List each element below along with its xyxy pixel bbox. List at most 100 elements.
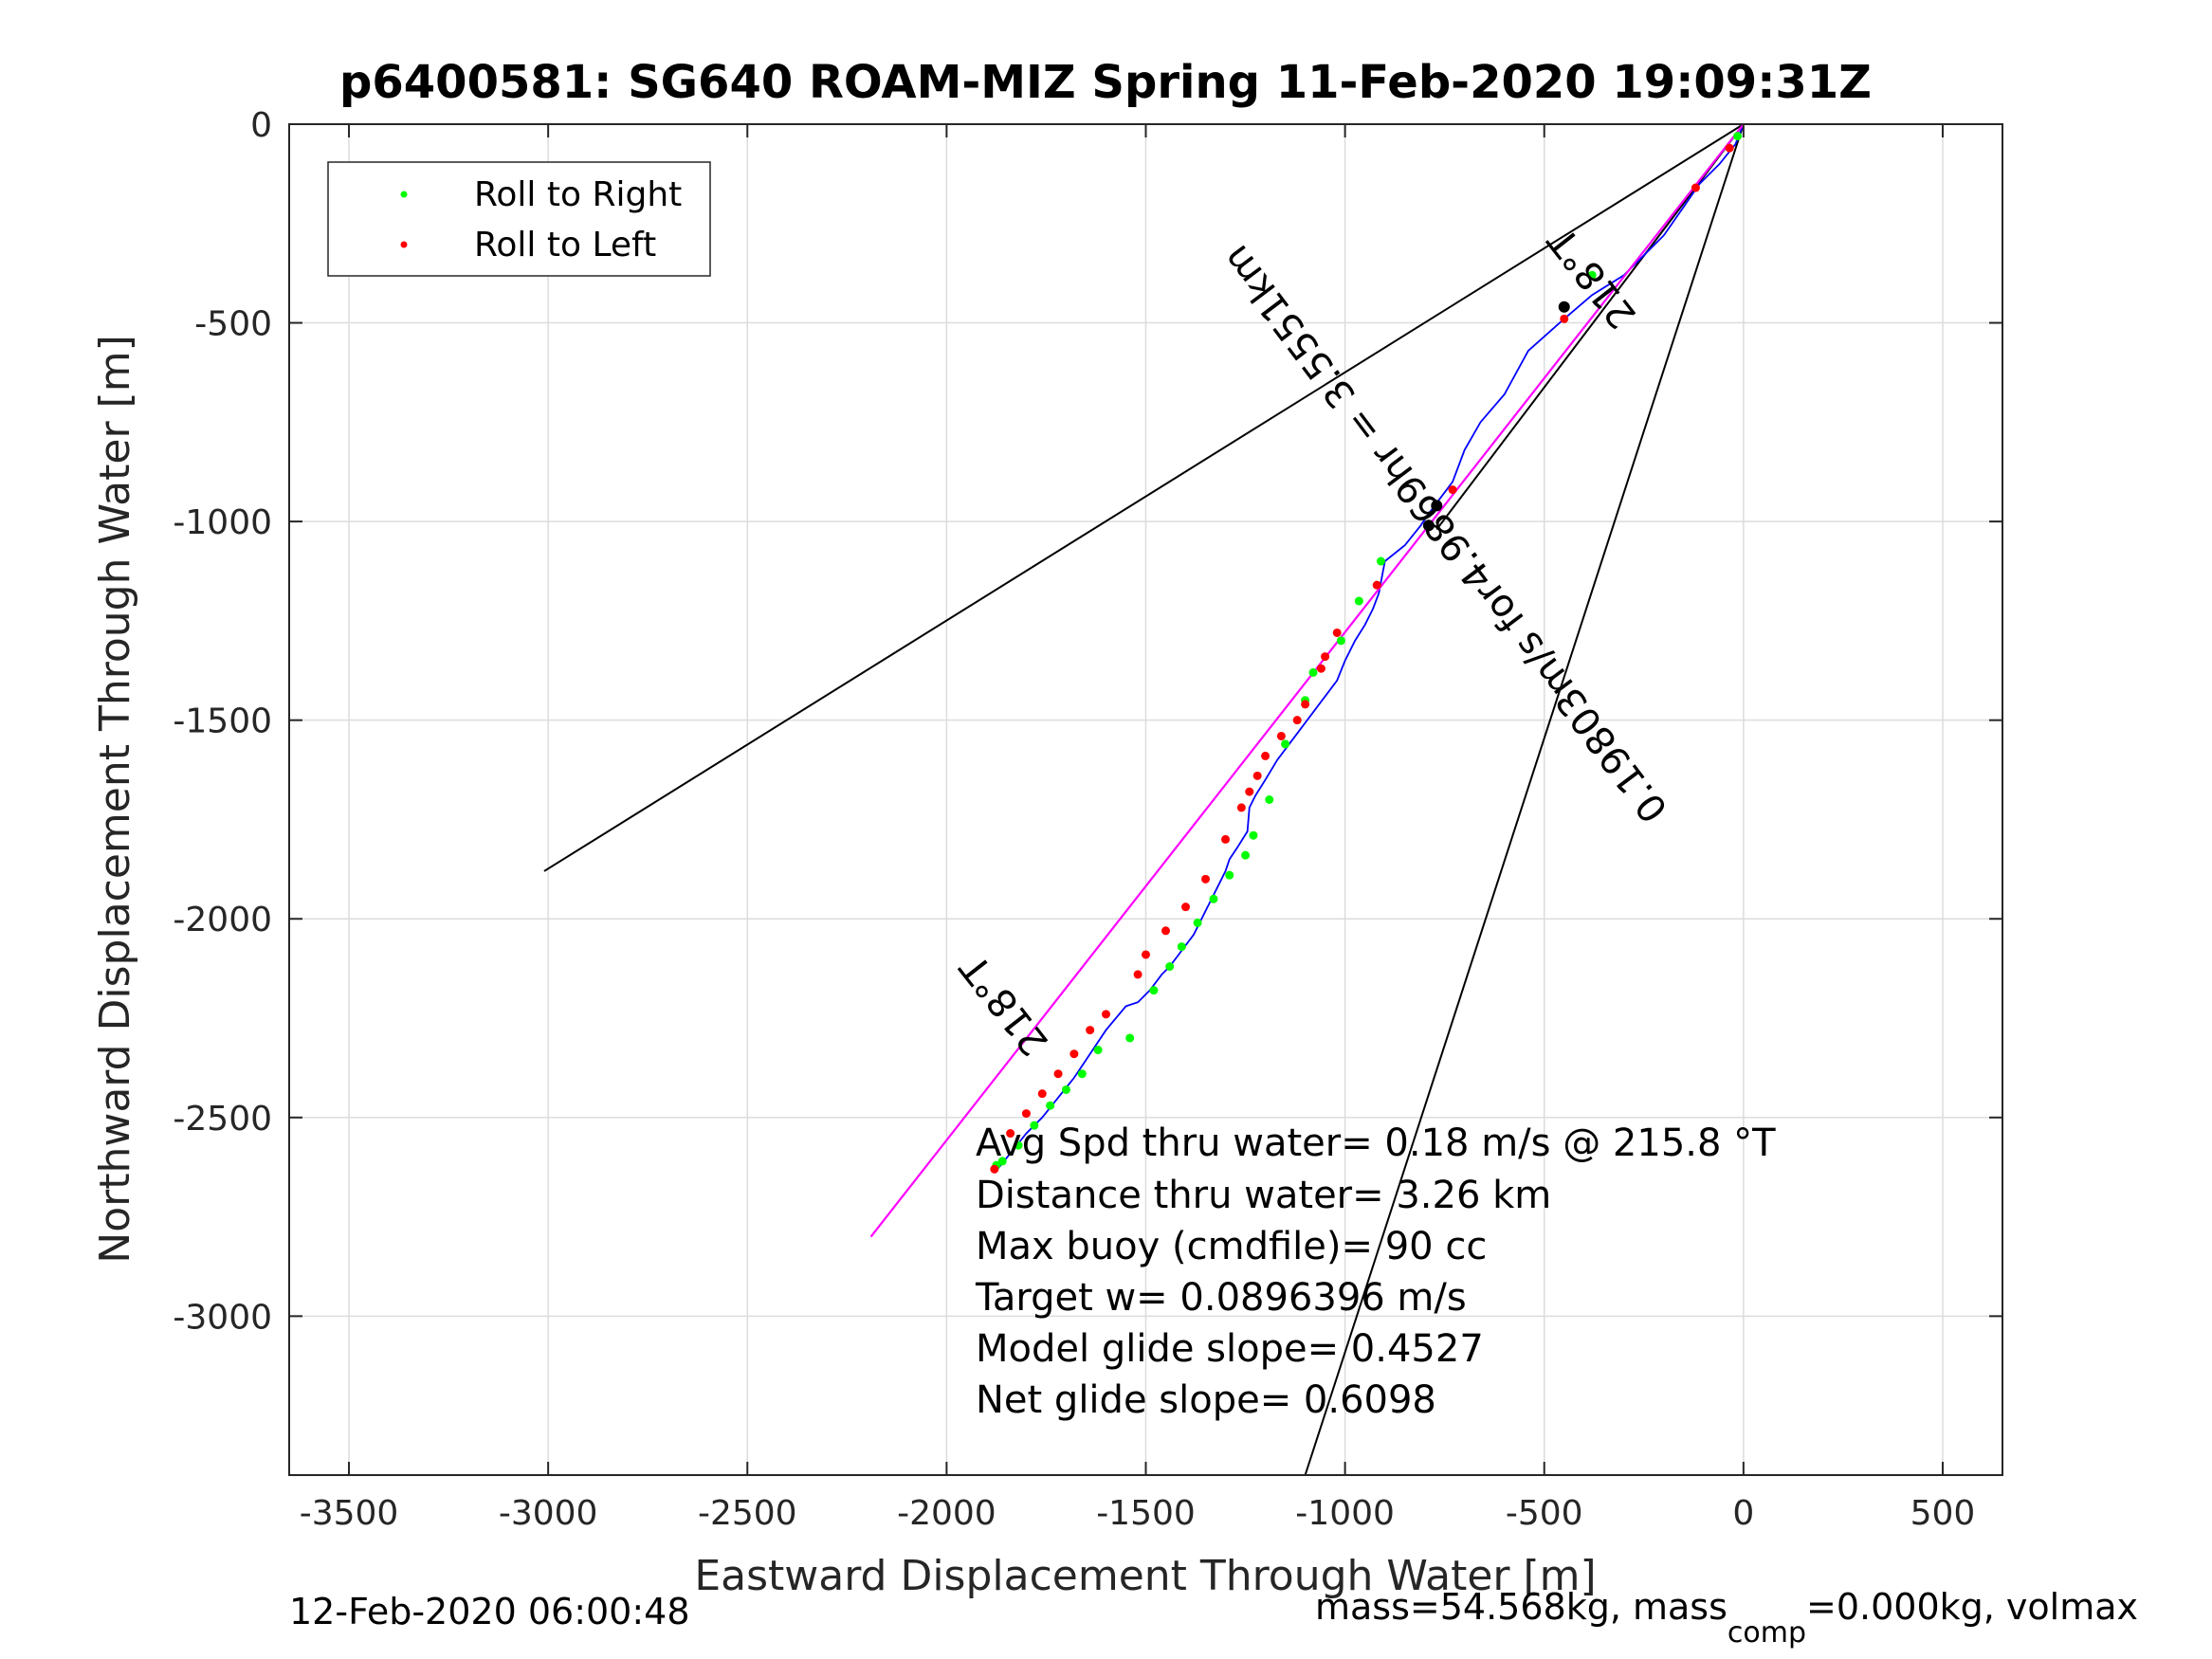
y-tick-label: -2500: [173, 1100, 272, 1139]
roll-right-point: [1281, 739, 1290, 749]
heading-line: [869, 123, 1745, 1238]
roll-left-point: [1725, 143, 1734, 153]
roll-left-point: [1292, 716, 1302, 725]
x-tick-label: -3000: [499, 1494, 598, 1533]
roll-right-point: [1241, 850, 1251, 860]
y-tick-label: -1500: [173, 702, 272, 741]
roll-left-point: [1236, 803, 1246, 812]
roll-left-point: [1332, 628, 1342, 637]
roll-right-point: [1733, 132, 1743, 141]
y-tick-label: -3000: [173, 1298, 272, 1337]
legend: Roll to Right Roll to Left: [327, 161, 711, 277]
roll-left-point: [1221, 834, 1231, 844]
roll-left-point: [1021, 1109, 1031, 1119]
black-marker-point: [1422, 520, 1435, 532]
roll-right-point: [1587, 270, 1597, 280]
chart-title: p6400581: SG640 ROAM-MIZ Spring 11-Feb-2…: [339, 56, 1872, 109]
roll-right-point: [1177, 942, 1186, 952]
y-tick-label: 0: [250, 106, 272, 145]
roll-left-point: [1101, 1010, 1110, 1019]
legend-label-roll-left: Roll to Left: [474, 226, 656, 264]
roll-left-point: [1372, 580, 1381, 590]
roll-points: [990, 132, 1743, 1174]
footer-mass: mass=54.568kg, masscomp=0.000kg, volmax: [1315, 1586, 2138, 1650]
roll-left-point: [1181, 902, 1191, 912]
footer-mass-pre: mass=54.568kg, mass: [1315, 1586, 1728, 1628]
roll-right-point: [1209, 894, 1218, 903]
roll-right-point: [1014, 1140, 1023, 1150]
roll-right-point: [1093, 1046, 1103, 1055]
roll-left-point: [1316, 664, 1325, 673]
x-tick-label: -500: [1506, 1494, 1583, 1533]
x-tick-label: -1500: [1096, 1494, 1196, 1533]
roll-right-point: [1336, 636, 1345, 646]
x-tick-label: 0: [1732, 1494, 1754, 1533]
roll-right-point: [1046, 1101, 1055, 1110]
roll-right-point: [1165, 962, 1175, 972]
roll-left-point: [1053, 1069, 1063, 1079]
reference-line: [1435, 123, 1745, 531]
y-tick-label: -2000: [173, 901, 272, 939]
roll-right-point: [1030, 1121, 1039, 1130]
roll-right-point: [1125, 1033, 1135, 1043]
roll-left-point: [1252, 771, 1262, 780]
roll-left-point: [1006, 1129, 1015, 1139]
roll-left-point: [1691, 183, 1700, 192]
roll-left-point: [1560, 314, 1569, 323]
legend-box: [327, 161, 711, 277]
axis-ticks: [289, 123, 2002, 1475]
info-distance: Distance thru water= 3.26 km: [976, 1174, 1551, 1217]
roll-left-point: [1086, 1026, 1095, 1035]
roll-left-point: [1321, 652, 1330, 662]
data-series: [869, 123, 1745, 1238]
roll-right-point: [1225, 870, 1234, 880]
x-tick-label: -3500: [300, 1494, 399, 1533]
x-axis-label: Eastward Displacement Through Water [m]: [694, 1552, 1596, 1600]
info-avg-speed: Avg Spd thru water= 0.18 m/s @ 215.8 °T: [976, 1121, 1776, 1165]
x-tick-label: 500: [1910, 1494, 1976, 1533]
info-model-glide-slope: Model glide slope= 0.4527: [976, 1327, 1484, 1371]
legend-marker-roll-right: [400, 191, 408, 198]
roll-right-point: [1193, 918, 1202, 927]
roll-left-point: [1448, 485, 1457, 495]
roll-left-point: [1276, 731, 1286, 740]
footer-mass-sub: comp: [1728, 1616, 1806, 1650]
roll-left-point: [1301, 700, 1310, 709]
roll-left-point: [1161, 926, 1171, 936]
legend-marker-roll-left: [400, 241, 408, 248]
roll-right-point: [1354, 596, 1363, 606]
roll-right-point: [1265, 795, 1274, 804]
roll-right-point: [1061, 1085, 1070, 1094]
black-marker-point: [1558, 301, 1570, 313]
roll-left-point: [1037, 1089, 1047, 1099]
reference-line: [1304, 123, 1745, 1476]
y-axis-label: Northward Displacement Through Water [m]: [91, 335, 139, 1263]
roll-right-point: [1249, 830, 1258, 840]
x-tick-label: -2500: [698, 1494, 797, 1533]
roll-left-point: [1261, 751, 1271, 760]
black-marker-point: [1431, 500, 1443, 512]
roll-left-point: [1069, 1049, 1079, 1059]
info-block: Avg Spd thru water= 0.18 m/s @ 215.8 °T …: [975, 1121, 1776, 1422]
y-tick-label: -500: [194, 305, 272, 344]
reference-lines: [543, 123, 1745, 1476]
roll-left-point: [990, 1164, 999, 1174]
track-line: [994, 123, 1745, 1175]
info-target-w: Target w= 0.0896396 m/s: [975, 1276, 1467, 1320]
roll-right-point: [1308, 667, 1318, 677]
y-tick-label: -1000: [173, 503, 272, 542]
x-tick-label: -1000: [1295, 1494, 1395, 1533]
roll-right-point: [1077, 1069, 1087, 1079]
x-tick-label: -2000: [897, 1494, 996, 1533]
footer-mass-post: =0.000kg, volmax: [1806, 1586, 2138, 1628]
reference-line: [543, 123, 1745, 872]
roll-right-point: [1149, 986, 1159, 995]
info-net-glide-slope: Net glide slope= 0.6098: [976, 1378, 1436, 1422]
roll-left-point: [1133, 970, 1143, 979]
roll-left-point: [1142, 950, 1150, 959]
info-max-buoy: Max buoy (cmdfile)= 90 cc: [976, 1225, 1487, 1268]
tick-labels: -3500 -3000 -2500 -2000 -1500 -1000 -500 0 500 0 -…: [173, 106, 1975, 1533]
legend-label-roll-right: Roll to Right: [474, 175, 682, 214]
footer-date: 12-Feb-2020 06:00:48: [289, 1591, 690, 1632]
